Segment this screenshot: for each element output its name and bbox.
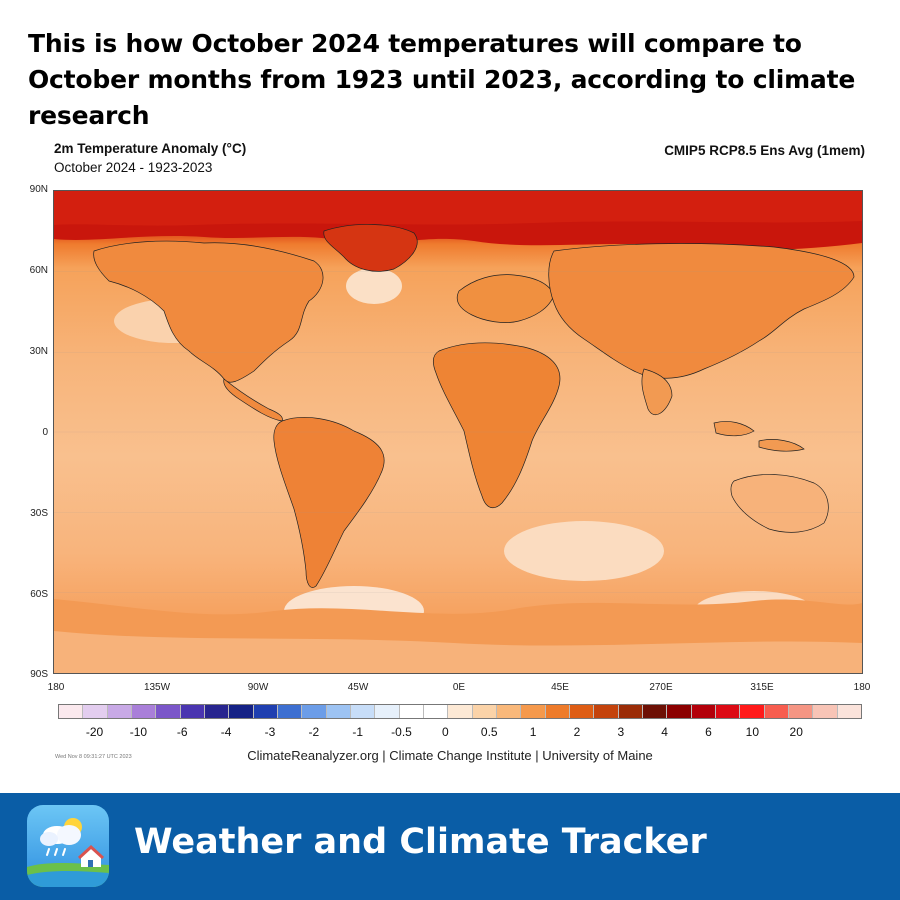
colorbar-swatch (326, 705, 351, 718)
map-model-label: CMIP5 RCP8.5 Ens Avg (1mem) (664, 143, 865, 158)
source-credit: ClimateReanalyzer.org | Climate Change I… (247, 748, 653, 763)
colorbar-swatch (472, 705, 497, 718)
footer-banner (0, 793, 900, 900)
colorbar-swatch (448, 705, 473, 718)
colorbar-swatch (667, 705, 692, 718)
lon-label-45e: 45E (551, 682, 569, 693)
lat-label-0: 0 (42, 427, 48, 438)
lon-label-45w: 45W (347, 682, 369, 693)
europe (456, 274, 555, 323)
colorbar-swatch (229, 705, 254, 718)
colorbar-label: -3 (264, 725, 276, 739)
lat-label-60n: 60N (29, 265, 48, 276)
colorbar-swatch (131, 705, 157, 718)
lat-label-60s: 60S (30, 589, 48, 600)
lat-label-90s: 90S (30, 669, 48, 680)
colorbar-label: 0 (442, 725, 449, 739)
colorbar-swatch (764, 705, 789, 718)
asia (548, 243, 855, 379)
colorbar-swatch (594, 705, 619, 718)
colorbar-swatch (277, 705, 303, 718)
colorbar-label: 6 (705, 725, 712, 739)
greenland (323, 224, 418, 272)
colorbar-swatch (569, 705, 595, 718)
colorbar-swatch (302, 705, 327, 718)
weather-app-icon (27, 805, 109, 887)
map-title: 2m Temperature Anomaly (°C) (54, 141, 247, 156)
lon-label-90w: 90W (247, 682, 269, 693)
colorbar-swatch (618, 705, 643, 718)
map-subtitle: October 2024 - 1923-2023 (54, 160, 213, 175)
colorbar-swatch (545, 705, 570, 718)
colorbar-swatch (399, 705, 424, 718)
colorbar-label: -10 (129, 725, 148, 739)
colorbar-label: 4 (661, 725, 668, 739)
colorbar-label: -1 (352, 725, 363, 739)
colorbar-swatch (813, 705, 838, 718)
colorbar-label: -6 (176, 725, 188, 739)
north-america (93, 240, 324, 383)
colorbar-swatch (837, 705, 861, 718)
colorbar-swatch (423, 705, 449, 718)
colorbar-swatch (691, 705, 716, 718)
colorbar-swatch (375, 705, 400, 718)
colorbar-swatch (350, 705, 376, 718)
colorbar-label: 20 (789, 725, 803, 739)
colorbar-swatch (180, 705, 205, 718)
africa (432, 342, 561, 509)
colorbar-label: 1 (529, 725, 537, 739)
lon-label-180-east: 180 (853, 682, 871, 693)
temperature-anomaly-map (53, 190, 863, 674)
lat-label-30s: 30S (30, 508, 48, 519)
lat-label-30n: 30N (29, 346, 48, 357)
colorbar-label: -0.5 (391, 725, 412, 739)
anomaly-colorbar (58, 704, 862, 719)
australia (730, 474, 829, 533)
lon-label-270e: 270E (649, 682, 673, 693)
lon-label-180-west: 180 (47, 682, 65, 693)
colorbar-label: -20 (85, 725, 104, 739)
colorbar-swatch (59, 705, 84, 718)
timestamp: Wed Nov 8 09:31:27 UTC 2023 (55, 754, 132, 760)
colorbar-swatch (715, 705, 741, 718)
anomaly-map-svg (54, 191, 862, 673)
colorbar-label: -4 (220, 725, 232, 739)
south-america (273, 417, 385, 588)
colorbar-label: 10 (745, 725, 760, 739)
lon-label-135w: 135W (143, 682, 171, 693)
colorbar-label: 2 (573, 725, 581, 739)
colorbar-label: 0.5 (480, 725, 498, 739)
lon-label-0e: 0E (452, 682, 466, 693)
lon-label-315e: 315E (750, 682, 774, 693)
colorbar-swatch (788, 705, 814, 718)
colorbar-swatch (204, 705, 230, 718)
headline: This is how October 2024 temperatures wi… (28, 29, 856, 130)
colorbar-swatch (253, 705, 278, 718)
colorbar-swatch (83, 705, 108, 718)
colorbar-swatch (107, 705, 132, 718)
colorbar-swatch (521, 705, 546, 718)
lat-label-90n: 90N (29, 184, 48, 195)
north-atlantic-patch (346, 268, 402, 304)
colorbar-label: 3 (617, 725, 625, 739)
colorbar-swatch (156, 705, 181, 718)
footer-title: Weather and Climate Tracker (134, 822, 707, 862)
colorbar-label: -2 (308, 725, 320, 739)
colorbar-swatch (496, 705, 522, 718)
colorbar-swatch (642, 705, 668, 718)
colorbar-swatch (740, 705, 765, 718)
